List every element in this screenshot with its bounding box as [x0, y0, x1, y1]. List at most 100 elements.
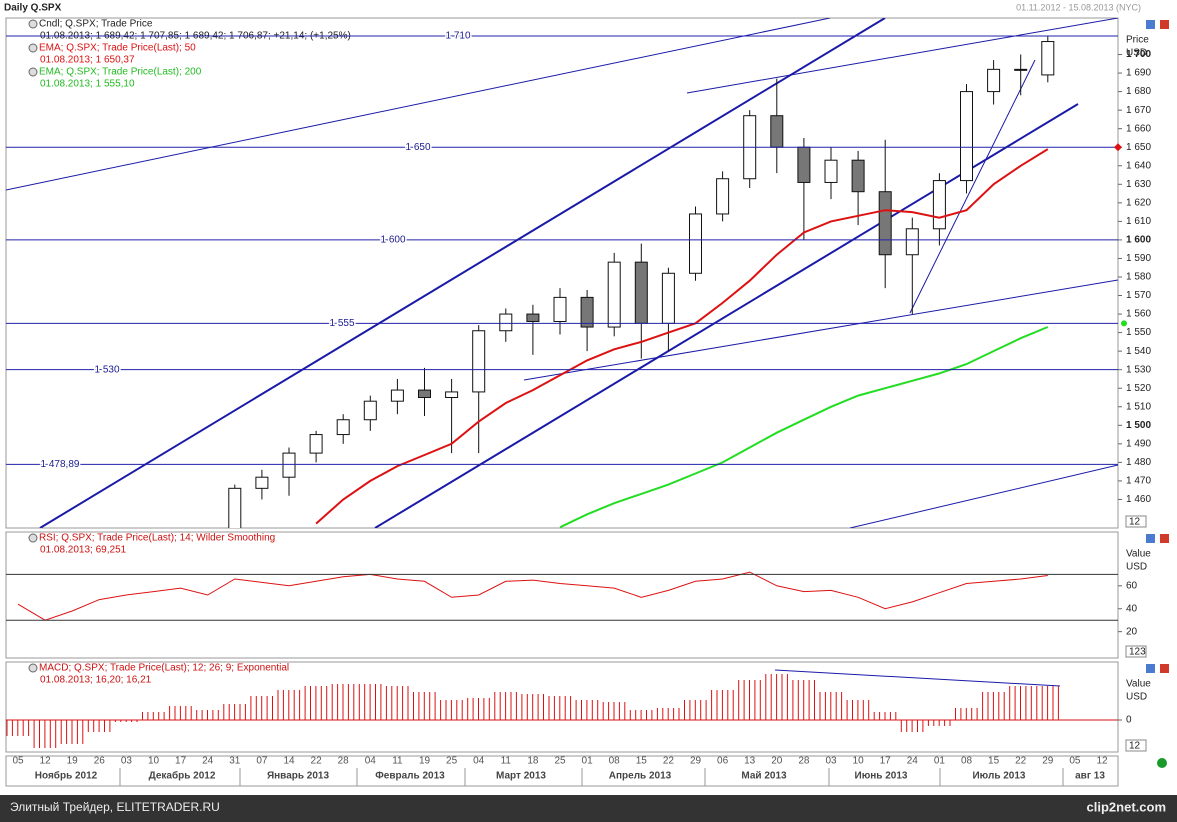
axis-badge-box [1125, 515, 1147, 528]
level-label: 1 530 [94, 364, 119, 375]
x-tick-label: 06 [717, 756, 729, 767]
legend-text: Cndl; Q.SPX; Trade Price [39, 19, 153, 30]
y-axis-label: USD [1126, 692, 1147, 703]
x-tick-label: 14 [283, 756, 295, 767]
x-tick-label: 18 [527, 756, 539, 767]
legend-icon [28, 19, 38, 29]
legend-icon [28, 43, 38, 53]
level-label: 1 710 [445, 31, 470, 42]
level-label: 1 650 [405, 142, 430, 153]
candle-body [689, 213, 702, 274]
month-label: Ноябрь 2012 [35, 770, 98, 782]
candle-body [228, 487, 242, 528]
candle-body [851, 159, 865, 193]
axis-badge: 123 [1129, 647, 1146, 658]
rsi-line [17, 571, 1048, 621]
y-tick-label: 1 510 [1126, 401, 1151, 412]
legend-text: 01.08.2013; 69,251 [40, 545, 127, 556]
candle-body [987, 68, 1001, 93]
month-label: Январь 2013 [267, 771, 330, 782]
x-tick-label: 28 [798, 756, 810, 767]
month-label: Апрель 2013 [609, 771, 672, 782]
x-tick-label: 25 [554, 756, 566, 767]
x-tick-label: 12 [40, 756, 52, 767]
y-tick-label: 1 540 [1126, 346, 1151, 357]
legend-text: 01.08.2013; 1 555,10 [40, 79, 135, 90]
candle-body [255, 476, 269, 489]
candle-body [770, 115, 784, 148]
candle-body [363, 400, 377, 421]
panel-layer [17, 571, 1048, 621]
y-axis-label: Price [1126, 35, 1149, 46]
month-label: Февраль 2013 [375, 771, 445, 782]
candle-body [580, 296, 594, 328]
candle-body [472, 330, 486, 393]
macd-trend-line [774, 669, 1061, 687]
y-tick-label: 40 [1126, 603, 1138, 614]
panel-layer [228, 35, 1055, 528]
y-tick-label: 1 610 [1126, 216, 1151, 227]
y-tick-label: 1 590 [1126, 253, 1151, 264]
axis-badge: 12 [1129, 517, 1141, 528]
legend-icon [28, 663, 38, 673]
x-tick-label: 04 [473, 756, 485, 767]
candle-body [1014, 68, 1028, 71]
y-tick-label: 1 650 [1126, 142, 1151, 153]
level-label: 1 600 [380, 235, 405, 246]
x-tick-label: 07 [256, 756, 268, 767]
footer-bar [0, 795, 1177, 822]
y-tick-label: 1 700 [1126, 49, 1151, 60]
axis-badge: 12 [1129, 741, 1141, 752]
x-tick-label: 22 [663, 756, 675, 767]
y-tick-label: 1 480 [1126, 457, 1151, 468]
y-tick-label: 1 660 [1126, 123, 1151, 134]
y-tick-label: 1 600 [1126, 235, 1151, 246]
y-tick-label: 1 530 [1126, 364, 1151, 375]
x-tick-label: 10 [148, 756, 160, 767]
y-axis-label: Value [1126, 549, 1151, 560]
y-tick-label: 1 560 [1126, 309, 1151, 320]
footer-right: clip2net.com [1087, 799, 1166, 814]
x-tick-label: 11 [392, 756, 403, 767]
y-tick-label: 1 690 [1126, 68, 1151, 79]
x-tick-label: 04 [365, 756, 377, 767]
candle-body [824, 159, 838, 183]
legend-text: MACD; Q.SPX; Trade Price(Last); 12; 26; … [39, 663, 289, 674]
legend-icon [28, 67, 38, 77]
x-tick-label: 29 [690, 756, 702, 767]
x-tick-label: 05 [12, 756, 24, 767]
legend-text: EMA; Q.SPX; Trade Price(Last); 200 [39, 67, 202, 78]
x-tick-label: 28 [338, 756, 350, 767]
candle-body [553, 296, 567, 322]
candle-body [878, 191, 892, 256]
y-tick-label: 1 680 [1126, 86, 1151, 97]
x-tick-label: 08 [609, 756, 621, 767]
x-tick-label: 24 [907, 756, 919, 767]
candle-body [960, 91, 973, 182]
last-marker [1114, 143, 1122, 152]
legend-text: 01.08.2013; 1 650,37 [40, 55, 135, 66]
candle-body [634, 261, 648, 324]
last-marker [1121, 320, 1127, 327]
candle-body [661, 272, 675, 324]
candle-body [445, 391, 459, 398]
candle-body [607, 261, 621, 328]
x-tick-label: 22 [311, 756, 323, 767]
candle-body [418, 389, 431, 398]
month-label: авг 13 [1075, 771, 1105, 782]
y-axis-label: USD [1126, 562, 1147, 573]
y-tick-label: 1 630 [1126, 179, 1151, 190]
y-tick-label: 0 [1126, 715, 1132, 726]
x-tick-label: 20 [771, 756, 783, 767]
month-label: Июнь 2013 [855, 771, 908, 782]
x-tick-label: 15 [988, 756, 1000, 767]
panel-layer [6, 674, 1059, 748]
x-tick-label: 13 [744, 756, 756, 767]
panel-frames [5, 17, 1119, 787]
panel-buttons[interactable] [1146, 20, 1169, 673]
y-tick-label: 1 490 [1126, 438, 1151, 449]
level-label: 1 478,89 [41, 459, 80, 470]
candle-body [499, 313, 513, 332]
candle-body [526, 313, 540, 322]
legend-icon [28, 533, 38, 543]
